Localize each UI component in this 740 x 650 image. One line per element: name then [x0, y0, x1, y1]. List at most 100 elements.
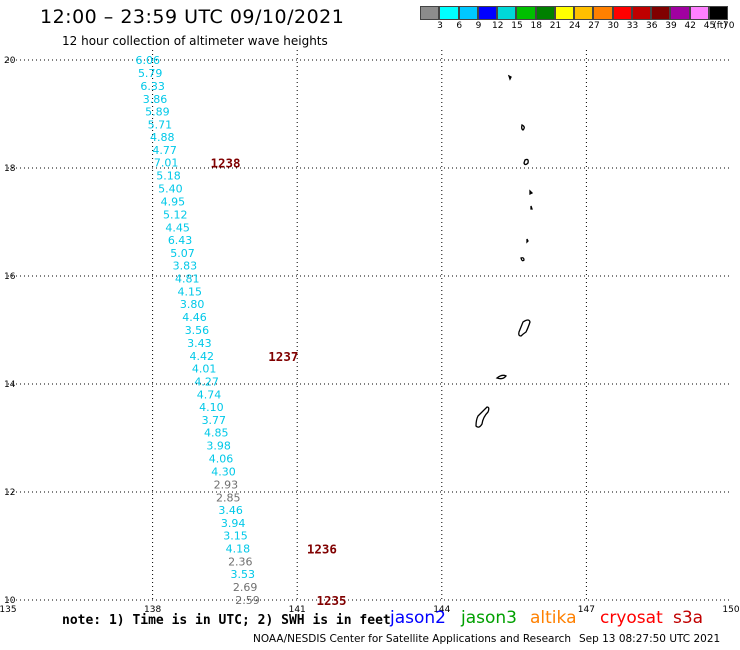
page-title: 12:00 – 23:59 UTC 09/10/2021: [40, 6, 345, 28]
legend-swatch: [516, 6, 536, 20]
color-legend-labels: 3 6 9 12 15 18 21 24 27 30 33 36 39 42 45 70 (ft): [430, 21, 740, 33]
wave-height-value: 3.83: [173, 260, 198, 273]
island-guguan: [520, 257, 525, 262]
pass-time-label: 1235: [316, 593, 346, 608]
wave-height-value: 6.33: [140, 80, 165, 93]
wave-height-value: 4.81: [175, 273, 200, 286]
legend-label: 3: [437, 21, 443, 31]
island-guam: [475, 406, 490, 428]
legend-swatch: [535, 6, 555, 20]
wave-height-value: 3.98: [206, 440, 231, 453]
legend-label: 36: [646, 21, 658, 31]
wave-height-value: 3.15: [223, 530, 248, 543]
wave-height-value: 3.80: [180, 298, 205, 311]
legend-label: 42: [684, 21, 696, 31]
color-legend-bar: [420, 6, 728, 20]
wave-height-value: 5.12: [163, 208, 188, 221]
island-asuncion: [523, 158, 529, 166]
wave-height-value: 5.79: [138, 67, 163, 80]
sat-altika: altika: [530, 608, 577, 628]
wave-height-value: 3.46: [218, 504, 243, 517]
island-alamagan: [526, 238, 529, 244]
wave-height-value: 4.95: [161, 195, 186, 208]
sat-jason2: jason2: [390, 608, 446, 628]
lat-tick-label: 12: [4, 488, 15, 498]
wave-height-value: 2.59: [235, 594, 260, 607]
sat-s3a: s3a: [673, 608, 704, 628]
lat-tick-label: 16: [4, 272, 16, 282]
legend-swatch: [458, 6, 478, 20]
wave-height-value: 4.77: [152, 144, 177, 157]
wave-height-value: 7.01: [154, 157, 179, 170]
legend-label: 39: [665, 21, 677, 31]
islands: [475, 74, 534, 428]
wave-height-value: 5.40: [158, 183, 183, 196]
legend-label: 15: [511, 21, 523, 31]
sat-cryosat: cryosat: [600, 608, 663, 628]
credit-line: NOAA/NESDIS Center for Satellite Applica…: [253, 633, 571, 645]
latitude-labels: 20 18 16 14 12 10: [4, 56, 16, 606]
legend-label: 6: [456, 21, 463, 31]
lat-tick-label: 20: [4, 56, 16, 66]
wave-height-value: 3.56: [185, 324, 210, 337]
wave-height-value: 3.86: [143, 93, 168, 106]
lon-tick-label: 150: [722, 605, 739, 615]
lat-tick-label: 18: [4, 164, 16, 174]
legend-swatch: [420, 6, 440, 20]
wave-height-value: 4.01: [192, 362, 217, 375]
legend-label: 45: [703, 21, 716, 31]
island-agrihan: [529, 189, 534, 196]
timestamp: Sep 13 08:27:50 UTC 2021: [579, 633, 721, 645]
legend-label: 12: [492, 21, 504, 31]
wave-height-value: 4.46: [182, 311, 207, 324]
wave-height-value: 6.43: [168, 234, 193, 247]
lat-tick-label: 14: [4, 380, 16, 390]
legend-swatch: [497, 6, 517, 20]
wave-height-value: 4.45: [165, 221, 190, 234]
wave-height-value: 4.27: [194, 375, 219, 388]
legend-label: 70: [723, 21, 735, 31]
island-farallon: [507, 74, 512, 81]
legend-label: 18: [530, 21, 542, 31]
legend-swatch: [612, 6, 632, 20]
pass-time-label: 1238: [210, 156, 240, 171]
time-labels: 1238 1237 1236 1235: [210, 156, 346, 608]
page-subtitle: 12 hour collection of altimeter wave hei…: [62, 34, 328, 48]
wave-height-value: 5.07: [170, 247, 195, 260]
legend-label: 33: [626, 21, 639, 31]
legend-swatch: [439, 6, 459, 20]
lon-tick-label: 144: [433, 605, 450, 615]
legend-label: 9: [475, 21, 482, 31]
wave-height-value: 5.89: [145, 105, 170, 118]
pass-time-label: 1237: [268, 349, 298, 364]
lon-tick-label: 138: [144, 605, 161, 615]
wave-height-value: 4.15: [177, 286, 202, 299]
wave-height-value: 3.43: [187, 337, 212, 350]
legend-label: 27: [588, 21, 600, 31]
footnote-note: note: 1) Time is in UTC; 2) SWH is in fe…: [62, 613, 391, 628]
legend-swatch: [631, 6, 651, 20]
wave-height-value: 5.18: [156, 170, 181, 183]
lon-tick-label: 141: [289, 605, 306, 615]
island-maug: [521, 124, 525, 131]
longitude-labels: 135 138 141 144 147 150: [0, 605, 740, 615]
wave-height-value: 2.69: [233, 581, 258, 594]
island-pagan: [530, 205, 533, 210]
wave-height-value: 4.10: [199, 401, 224, 414]
wave-height-value: 4.06: [209, 453, 234, 466]
wave-height-value: 3.94: [221, 517, 246, 530]
wave-height-value: 6.06: [136, 54, 161, 67]
map-grid: [8, 50, 731, 601]
legend-swatch: [554, 6, 574, 20]
pass-time-label: 1236: [307, 542, 337, 557]
lat-tick-label: 10: [4, 596, 16, 606]
wave-height-points: 6.065.796.333.865.895.714.884.777.015.18…: [136, 54, 260, 607]
wave-height-value: 2.85: [216, 491, 241, 504]
legend-unit: (ft): [713, 21, 727, 31]
legend-swatch: [689, 6, 709, 20]
wave-height-value: 5.71: [148, 118, 173, 131]
lon-tick-label: 147: [578, 605, 595, 615]
legend-swatch: [651, 6, 671, 20]
lon-tick-label: 135: [0, 605, 17, 615]
